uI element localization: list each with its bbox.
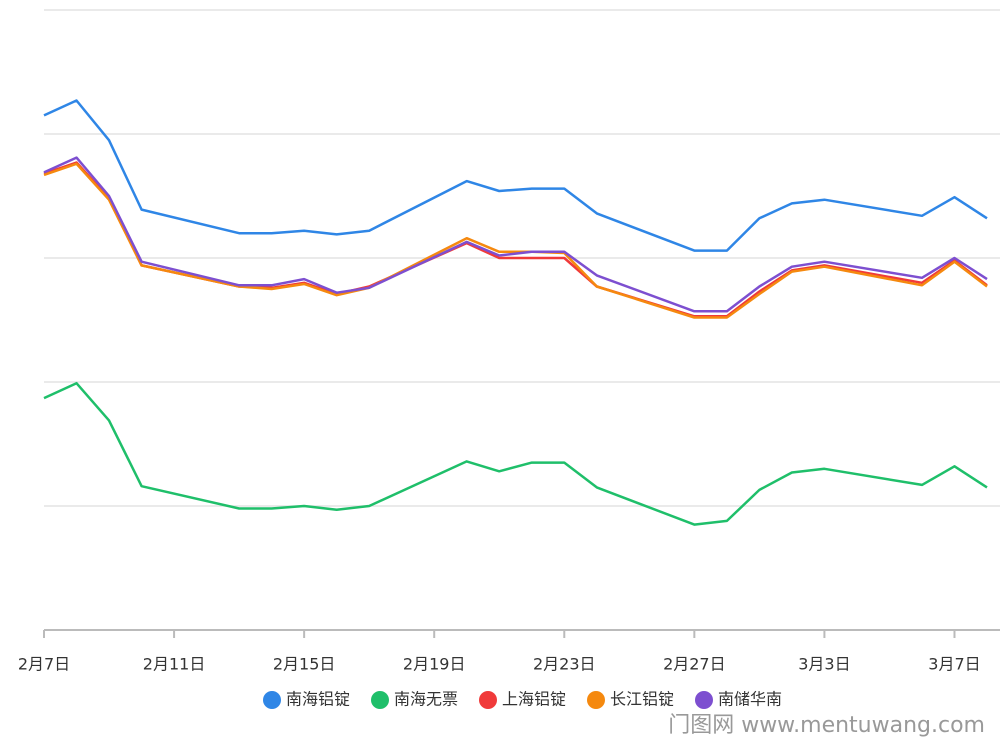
legend-swatch [587, 691, 605, 709]
x-tick-label: 2月27日 [663, 655, 726, 674]
x-tick-label: 2月11日 [143, 655, 206, 674]
series-line [43, 156, 988, 313]
x-tick-label: 3月7日 [928, 655, 980, 674]
series-line [43, 162, 988, 319]
legend-swatch [263, 691, 281, 709]
legend-swatch [371, 691, 389, 709]
legend-label: 上海铝锭 [502, 690, 566, 709]
x-tick-label: 2月15日 [273, 655, 336, 674]
watermark: 门图网 www.mentuwang.com [668, 713, 985, 738]
legend-label: 长江铝锭 [610, 690, 674, 709]
x-tick-label: 2月19日 [403, 655, 466, 674]
legend-item: 南海无票 [371, 690, 458, 709]
x-tick-label: 2月23日 [533, 655, 596, 674]
legend-item: 长江铝锭 [587, 690, 674, 709]
legend-item: 上海铝锭 [479, 690, 566, 709]
legend-swatch [479, 691, 497, 709]
series-line [43, 161, 988, 318]
legend-label: 南储华南 [718, 690, 782, 709]
legend-item: 南储华南 [695, 690, 782, 709]
x-tick-label: 3月3日 [798, 655, 850, 674]
x-tick-label: 2月7日 [18, 655, 70, 674]
legend-item: 南海铝锭 [263, 690, 350, 709]
legend-label: 南海无票 [394, 690, 458, 709]
series-line [43, 381, 988, 526]
legend-label: 南海铝锭 [286, 690, 350, 709]
legend-swatch [695, 691, 713, 709]
series-line [43, 99, 988, 252]
